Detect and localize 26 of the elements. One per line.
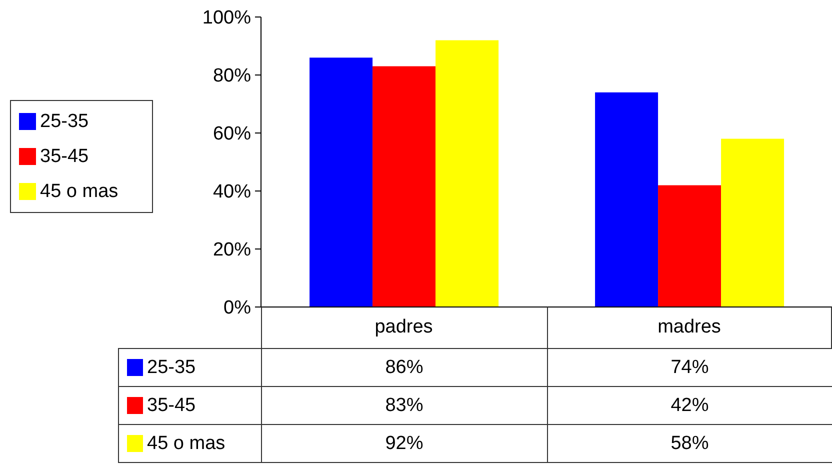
x-tick-label: madres xyxy=(658,316,721,338)
y-tick-label: 60% xyxy=(212,124,252,145)
data-label: 86% xyxy=(262,348,547,386)
data-label: 58% xyxy=(547,424,832,462)
legend-label: 45 o mas xyxy=(147,432,226,454)
bar xyxy=(721,138,784,307)
bar xyxy=(372,66,436,307)
text: 45 o mas xyxy=(40,180,118,202)
x-tick-label: padres xyxy=(374,316,433,338)
data-label: 74% xyxy=(547,348,832,386)
bar xyxy=(658,185,722,307)
y-tick-label: 40% xyxy=(212,182,252,203)
y-tick-label: 80% xyxy=(212,66,252,87)
bar xyxy=(310,58,373,307)
y-tick-label: 20% xyxy=(212,240,252,261)
data-label: 83% xyxy=(262,386,547,424)
text: 25-35 xyxy=(40,110,89,132)
data-label: 92% xyxy=(262,424,547,462)
data-label: 42% xyxy=(547,386,832,424)
y-tick-label: 0% xyxy=(224,298,252,319)
y-tick-label: 100% xyxy=(202,8,252,29)
legend-label: 25-35 xyxy=(147,356,196,378)
text: 35-45 xyxy=(40,146,89,166)
legend-label: 35-45 xyxy=(147,394,196,416)
bar xyxy=(595,92,658,307)
bar xyxy=(436,40,499,307)
